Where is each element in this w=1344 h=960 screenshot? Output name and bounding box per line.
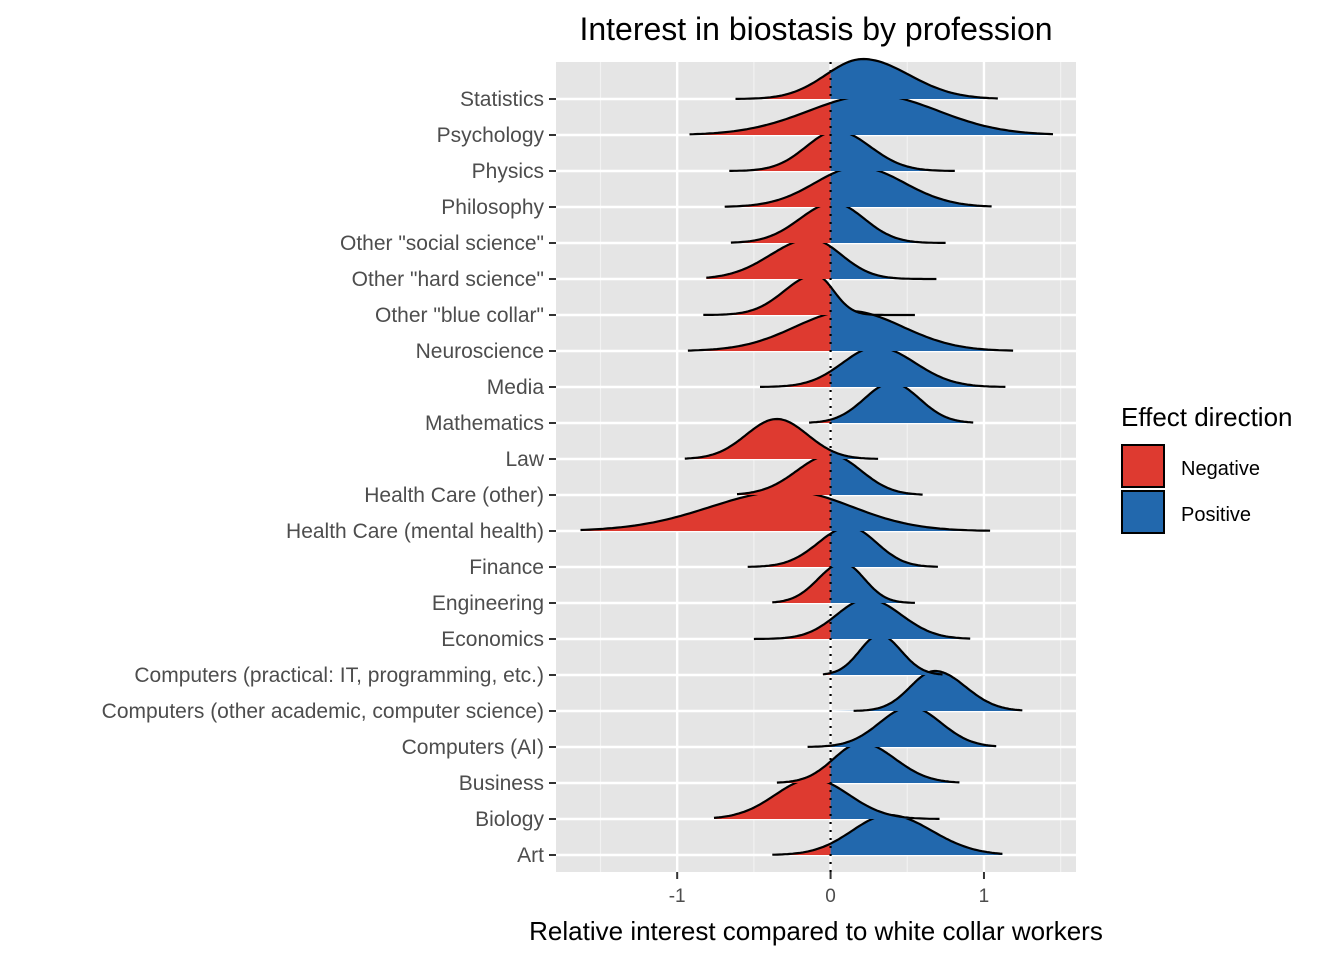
y-tick-label: Computers (other academic, computer scie… bbox=[102, 700, 544, 723]
ridge-negative-area bbox=[730, 203, 831, 243]
y-tick-label: Media bbox=[487, 376, 545, 399]
y-tick-label: Art bbox=[517, 844, 544, 867]
legend-title: Effect direction bbox=[1121, 402, 1293, 432]
ridges bbox=[580, 57, 1054, 856]
ridge-positive-area bbox=[830, 347, 1006, 387]
ridge-negative-area bbox=[760, 371, 831, 387]
ridge-positive-area bbox=[830, 527, 938, 567]
y-tick-label: Physics bbox=[472, 160, 544, 183]
ridge-positive-area bbox=[830, 203, 946, 243]
ridge-positive-area bbox=[830, 286, 915, 315]
legend: Effect direction Negative Positive bbox=[1121, 402, 1293, 534]
ridge-positive-area bbox=[830, 743, 960, 783]
y-tick-label: Psychology bbox=[437, 124, 545, 147]
ridge-positive-area bbox=[830, 499, 991, 531]
ridge-positive-area bbox=[830, 563, 915, 603]
ridge-positive-area bbox=[830, 671, 1023, 711]
ridge-positive-area bbox=[830, 599, 971, 639]
ridge-outline bbox=[853, 669, 1023, 712]
y-tick-label: Other "hard science" bbox=[352, 268, 544, 291]
ridge-negative-area bbox=[735, 71, 831, 99]
ridge-group bbox=[735, 57, 998, 100]
y-axis: Statistics Psychology Physics Philosophy Oth… bbox=[102, 88, 556, 867]
legend-label-positive: Positive bbox=[1181, 504, 1251, 526]
ridge-negative-area bbox=[687, 313, 831, 351]
ridge-negative-area bbox=[580, 491, 831, 531]
ridge-negative-area bbox=[737, 455, 831, 495]
y-tick-label: Health Care (other) bbox=[364, 484, 544, 507]
ridge-positive-area bbox=[830, 783, 940, 819]
x-axis-title: Relative interest compared to white coll… bbox=[529, 916, 1103, 946]
ridge-negative-area bbox=[776, 761, 831, 783]
y-tick-label: Economics bbox=[441, 628, 544, 651]
y-tick-label: Mathematics bbox=[425, 412, 544, 435]
ridge-positive-area bbox=[830, 246, 937, 279]
y-tick-label: Computers (practical: IT, programming, e… bbox=[134, 664, 544, 687]
x-tick-label: 1 bbox=[979, 886, 990, 907]
ridge-group bbox=[830, 669, 1023, 712]
x-axis: -1 0 1 bbox=[669, 872, 990, 907]
ridge-negative-area bbox=[729, 131, 831, 171]
y-tick-label: Health Care (mental health) bbox=[286, 520, 544, 543]
ridge-negative-area bbox=[747, 533, 831, 567]
ridge-outline bbox=[735, 57, 998, 100]
ridge-group bbox=[684, 417, 879, 460]
ridge-negative-area bbox=[809, 419, 831, 423]
y-tick-label: Philosophy bbox=[441, 196, 544, 219]
y-tick-label: Other "social science" bbox=[340, 232, 544, 255]
y-tick-label: Finance bbox=[469, 556, 544, 579]
legend-label-negative: Negative bbox=[1181, 458, 1260, 480]
ridge-positive-area bbox=[830, 707, 997, 747]
ridge-negative-area bbox=[714, 779, 831, 819]
y-tick-label: Other "blue collar" bbox=[375, 304, 544, 327]
y-tick-label: Neuroscience bbox=[416, 340, 544, 363]
ridge-positive-area bbox=[830, 95, 1053, 135]
legend-key-negative bbox=[1121, 444, 1165, 488]
ridge-negative-area bbox=[703, 275, 831, 315]
ridge-positive-area bbox=[830, 450, 879, 459]
legend-key-positive bbox=[1121, 490, 1165, 534]
ridge-negative-area bbox=[706, 239, 831, 279]
y-tick-label: Statistics bbox=[460, 88, 544, 111]
ridge-positive-area bbox=[830, 311, 1014, 351]
chart-title: Interest in biostasis by profession bbox=[579, 11, 1052, 47]
x-tick-label: -1 bbox=[669, 886, 686, 907]
y-tick-label: Biology bbox=[475, 808, 544, 831]
y-tick-label: Computers (AI) bbox=[402, 736, 544, 759]
ridge-negative-area bbox=[689, 103, 831, 135]
y-tick-label: Law bbox=[505, 448, 544, 471]
ridge-outline bbox=[684, 417, 879, 460]
y-tick-label: Engineering bbox=[432, 592, 544, 615]
ridge-negative-area bbox=[772, 567, 831, 603]
ridge-negative-area bbox=[772, 843, 831, 855]
ridge-negative-area bbox=[684, 419, 831, 459]
ridge-negative-area bbox=[724, 174, 831, 207]
y-tick-label: Business bbox=[459, 772, 544, 795]
ridge-positive-area bbox=[830, 59, 998, 99]
x-tick-label: 0 bbox=[825, 886, 836, 907]
ridge-negative-area bbox=[753, 619, 831, 639]
